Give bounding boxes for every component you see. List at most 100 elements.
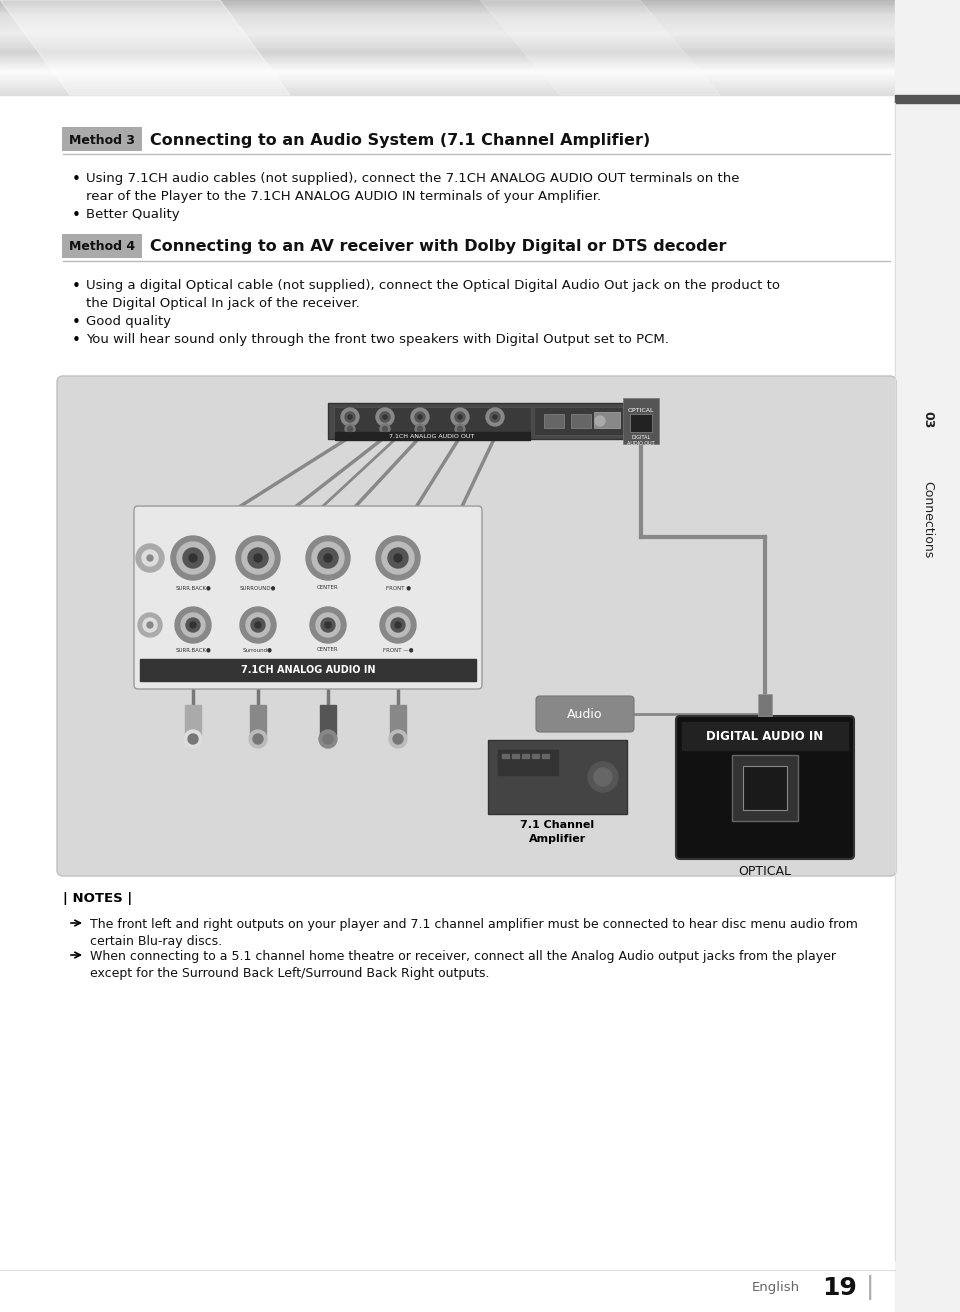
- Text: You will hear sound only through the front two speakers with Digital Output set : You will hear sound only through the fro…: [86, 333, 669, 346]
- Text: Good quality: Good quality: [86, 315, 171, 328]
- Circle shape: [242, 542, 274, 575]
- Text: Amplifier: Amplifier: [529, 834, 587, 844]
- Circle shape: [388, 548, 408, 568]
- Text: •: •: [72, 172, 81, 188]
- Text: 7.1CH ANALOG AUDIO IN: 7.1CH ANALOG AUDIO IN: [241, 665, 375, 674]
- Text: Audio: Audio: [567, 707, 603, 720]
- FancyBboxPatch shape: [743, 766, 787, 810]
- Text: Surround●: Surround●: [243, 647, 273, 652]
- Bar: [390, 705, 406, 735]
- Circle shape: [177, 542, 209, 575]
- Circle shape: [175, 607, 211, 643]
- Text: English: English: [752, 1282, 800, 1295]
- Circle shape: [255, 622, 261, 628]
- Circle shape: [183, 548, 203, 568]
- Circle shape: [395, 622, 401, 628]
- Text: Method 4: Method 4: [69, 240, 135, 253]
- Circle shape: [486, 408, 504, 426]
- Circle shape: [391, 618, 405, 632]
- Circle shape: [310, 607, 346, 643]
- Text: Method 3: Method 3: [69, 134, 135, 147]
- Circle shape: [493, 415, 497, 419]
- Circle shape: [594, 768, 612, 786]
- Text: Connecting to an AV receiver with Dolby Digital or DTS decoder: Connecting to an AV receiver with Dolby …: [150, 240, 727, 255]
- Circle shape: [248, 548, 268, 568]
- Circle shape: [316, 613, 340, 638]
- FancyBboxPatch shape: [534, 407, 626, 436]
- FancyBboxPatch shape: [758, 694, 772, 716]
- Text: SURR.BACK●: SURR.BACK●: [175, 647, 211, 652]
- Circle shape: [345, 412, 355, 422]
- Circle shape: [189, 554, 197, 562]
- FancyBboxPatch shape: [488, 740, 627, 813]
- Text: 7.1CH ANALOG AUDIO OUT: 7.1CH ANALOG AUDIO OUT: [390, 433, 474, 438]
- Text: OPTICAL: OPTICAL: [628, 408, 655, 413]
- Text: certain Blu-ray discs.: certain Blu-ray discs.: [90, 935, 222, 949]
- FancyBboxPatch shape: [536, 695, 634, 732]
- Circle shape: [418, 426, 422, 432]
- Circle shape: [389, 729, 407, 748]
- Circle shape: [455, 412, 465, 422]
- Bar: [185, 705, 201, 735]
- Text: 7.1 Channel: 7.1 Channel: [520, 820, 594, 830]
- Circle shape: [380, 607, 416, 643]
- Circle shape: [380, 424, 390, 434]
- Bar: [682, 722, 848, 750]
- Circle shape: [376, 537, 420, 580]
- Circle shape: [186, 618, 200, 632]
- Text: •: •: [72, 209, 81, 223]
- Circle shape: [411, 408, 429, 426]
- Bar: [140, 659, 476, 681]
- Circle shape: [386, 613, 410, 638]
- Circle shape: [382, 426, 388, 432]
- Text: DIGITAL
AUDIO OUT: DIGITAL AUDIO OUT: [627, 436, 655, 446]
- Text: The front left and right outputs on your player and 7.1 channel amplifier must b: The front left and right outputs on your…: [90, 918, 858, 932]
- Circle shape: [394, 554, 402, 562]
- Circle shape: [306, 537, 350, 580]
- Circle shape: [171, 537, 215, 580]
- Circle shape: [415, 424, 425, 434]
- Circle shape: [142, 550, 158, 565]
- Text: FRONT ●: FRONT ●: [386, 585, 411, 590]
- Circle shape: [393, 733, 403, 744]
- Circle shape: [458, 426, 463, 432]
- Text: FRONT —●: FRONT —●: [383, 647, 413, 652]
- Text: 19: 19: [823, 1277, 857, 1300]
- Text: Connecting to an Audio System (7.1 Channel Amplifier): Connecting to an Audio System (7.1 Chann…: [150, 133, 650, 147]
- Circle shape: [312, 542, 344, 575]
- Circle shape: [348, 426, 352, 432]
- Text: CENTER: CENTER: [317, 585, 339, 590]
- Circle shape: [136, 544, 164, 572]
- Text: | NOTES |: | NOTES |: [63, 892, 132, 905]
- Circle shape: [458, 415, 462, 419]
- Text: rear of the Player to the 7.1CH ANALOG AUDIO IN terminals of your Amplifier.: rear of the Player to the 7.1CH ANALOG A…: [86, 190, 601, 203]
- Text: except for the Surround Back Left/Surround Back Right outputs.: except for the Surround Back Left/Surrou…: [90, 967, 490, 980]
- Circle shape: [323, 733, 333, 744]
- Circle shape: [455, 424, 465, 434]
- Text: CENTER: CENTER: [317, 647, 339, 652]
- Text: DIGITAL AUDIO IN: DIGITAL AUDIO IN: [707, 729, 824, 743]
- Circle shape: [138, 613, 162, 638]
- FancyBboxPatch shape: [334, 407, 531, 436]
- FancyBboxPatch shape: [62, 127, 142, 151]
- Text: •: •: [72, 333, 81, 348]
- Circle shape: [254, 554, 262, 562]
- Text: Connections: Connections: [922, 482, 934, 559]
- Text: Better Quality: Better Quality: [86, 209, 180, 220]
- Polygon shape: [0, 0, 290, 94]
- Circle shape: [588, 762, 618, 792]
- FancyBboxPatch shape: [623, 398, 659, 443]
- Circle shape: [382, 542, 414, 575]
- Bar: [895, 94, 960, 104]
- Text: SURR.BACK●: SURR.BACK●: [175, 585, 211, 590]
- Bar: [895, 0, 960, 1312]
- FancyBboxPatch shape: [732, 754, 798, 821]
- Circle shape: [341, 408, 359, 426]
- Bar: [498, 750, 558, 775]
- Circle shape: [181, 613, 205, 638]
- Circle shape: [415, 412, 425, 422]
- Circle shape: [190, 622, 196, 628]
- Circle shape: [318, 548, 338, 568]
- FancyBboxPatch shape: [57, 377, 896, 876]
- FancyBboxPatch shape: [328, 403, 642, 440]
